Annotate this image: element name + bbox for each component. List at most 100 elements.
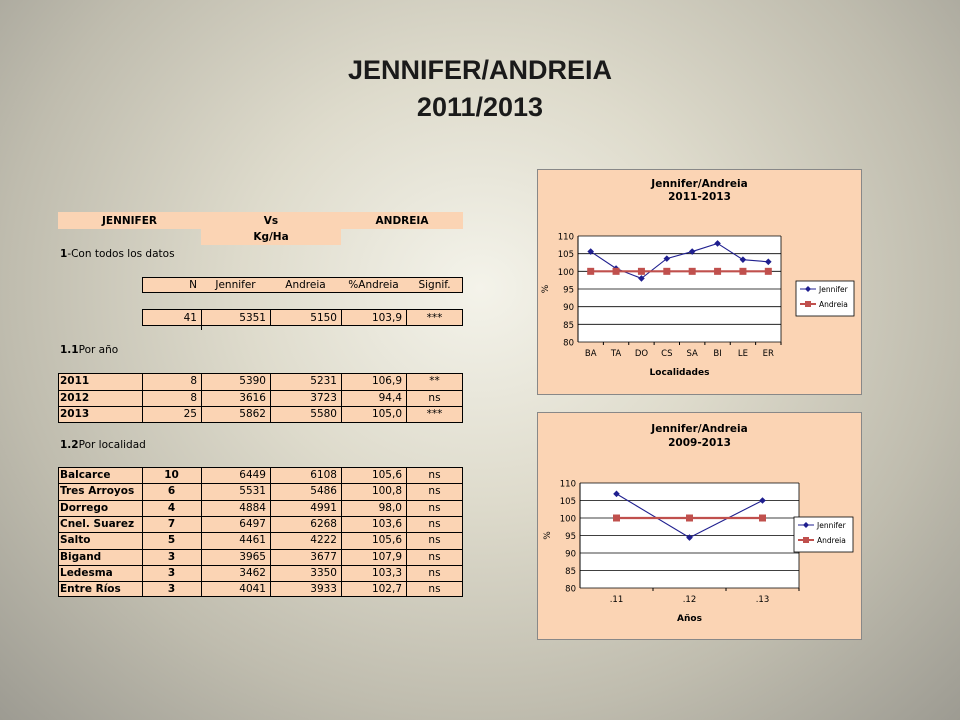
location-cell: ns	[428, 485, 441, 498]
chart1-subtitle: 2011-2013	[668, 191, 731, 203]
year-cell: 2011	[60, 375, 90, 388]
table-divider	[58, 515, 463, 517]
point-andreia	[739, 267, 747, 275]
y-tick-label: 85	[565, 567, 576, 577]
year-cell: 8	[190, 375, 197, 388]
point-andreia	[686, 514, 693, 522]
table-divider	[58, 483, 463, 485]
location-cell: 3965	[239, 550, 266, 563]
table-divider	[270, 373, 271, 423]
location-cell: ns	[428, 501, 441, 514]
header-jennifer: JENNIFER	[58, 212, 201, 229]
chart2-subtitle: 2009-2013	[668, 437, 731, 449]
point-andreia	[637, 267, 645, 275]
point-andreia	[613, 514, 620, 522]
year-cell: 5390	[239, 375, 266, 388]
table-divider	[58, 564, 463, 566]
year-cell: 106,9	[371, 375, 402, 388]
x-tick-label: LE	[738, 349, 748, 359]
location-cell: 3	[167, 550, 176, 563]
x-tick-label: BA	[585, 349, 597, 359]
y-tick-label: 85	[563, 321, 574, 331]
location-cell: 4041	[239, 583, 266, 596]
year-cell: 25	[183, 408, 197, 421]
section-12-number: 1.2	[60, 439, 79, 451]
location-cell: 103,3	[371, 566, 402, 579]
location-cell: Ledesma	[60, 566, 113, 579]
y-tick-label: 95	[565, 532, 576, 542]
overall-col-header: Jennifer	[215, 279, 256, 291]
overall-data-row	[142, 309, 463, 326]
location-cell: 4	[167, 501, 176, 514]
x-tick-label: .12	[683, 595, 697, 605]
series-line-jennifer	[590, 242, 769, 280]
slide-title: JENNIFER/ANDREIA	[347, 55, 613, 85]
year-cell: 5231	[310, 375, 337, 388]
header-andreia: ANDREIA	[341, 212, 463, 229]
section-1-number: 1	[60, 248, 68, 260]
overall-cell: 103,9	[371, 311, 402, 324]
legend-marker	[803, 537, 809, 543]
chart1-svg: 80 85 90 95 100 105 110 BA TA DO CS SA BI LE ER Localid…	[541, 233, 855, 378]
section-11-number: 1.1	[60, 344, 79, 356]
table-divider	[58, 499, 463, 501]
y-tick-label: 105	[558, 250, 574, 260]
section-12-label: 1.2 Por localidad	[58, 437, 258, 453]
location-cell: 5486	[310, 485, 337, 498]
year-cell: 5862	[239, 408, 266, 421]
legend-box	[795, 280, 855, 317]
header-unit: Kg/Ha	[201, 229, 341, 245]
location-cell: 7	[167, 518, 176, 531]
point-andreia	[759, 514, 766, 522]
year-cell: ns	[428, 391, 441, 404]
location-cell: Cnel. Suarez	[60, 518, 135, 531]
overall-col-header: N	[189, 279, 197, 291]
location-cell: 4461	[239, 534, 266, 547]
point-andreia	[587, 267, 595, 275]
y-tick-label: 110	[560, 480, 576, 490]
location-cell: 10	[164, 469, 179, 482]
slide-subtitle: 2011/2013	[416, 92, 544, 122]
point-andreia	[663, 267, 671, 275]
location-cell: ns	[428, 550, 441, 563]
location-cell: Tres Arroyos	[60, 485, 135, 498]
location-cell: 6449	[239, 469, 266, 482]
y-tick-label: 80	[563, 339, 574, 349]
table-divider	[58, 406, 463, 407]
legend-label-jennifer: Jennifer	[818, 285, 849, 294]
header-vs: Vs	[201, 212, 341, 229]
year-cell: 3723	[310, 391, 337, 404]
section-11-text: Por año	[78, 344, 119, 356]
table-divider	[142, 467, 143, 598]
location-cell: ns	[428, 518, 441, 531]
table-divider	[341, 373, 342, 423]
location-cell: ns	[428, 534, 441, 547]
legend-label-andreia: Andreia	[817, 536, 846, 545]
x-axis-label: Años	[677, 614, 702, 624]
table-divider	[406, 309, 407, 326]
location-cell: ns	[428, 583, 441, 596]
year-cell: 2013	[60, 408, 90, 421]
location-cell: 103,6	[371, 518, 402, 531]
y-tick-label: 100	[560, 515, 576, 525]
location-cell: ns	[428, 566, 441, 579]
overall-col-header: Andreia	[285, 279, 326, 291]
table-divider	[406, 467, 407, 598]
table-divider	[406, 373, 407, 423]
legend-box	[793, 516, 854, 553]
overall-col-header: Signif.	[418, 279, 451, 291]
chart-panel-anos: Jennifer/Andreia 2009-2013 80 85 90 95 100 10…	[537, 412, 862, 640]
location-cell: 3350	[310, 566, 337, 579]
location-cell: 6497	[239, 518, 266, 531]
chart1-title: Jennifer/Andreia	[651, 178, 748, 190]
location-cell: Bigand	[60, 550, 102, 563]
y-tick-label: 100	[558, 268, 574, 278]
location-cell: 105,6	[371, 469, 402, 482]
location-cell: Balcarce	[60, 469, 111, 482]
table-divider	[341, 467, 342, 598]
location-cell: 100,8	[371, 485, 402, 498]
table-divider	[58, 581, 463, 583]
overall-header-row	[142, 277, 463, 293]
table-divider	[142, 373, 143, 423]
x-tick-label: DO	[635, 349, 649, 359]
